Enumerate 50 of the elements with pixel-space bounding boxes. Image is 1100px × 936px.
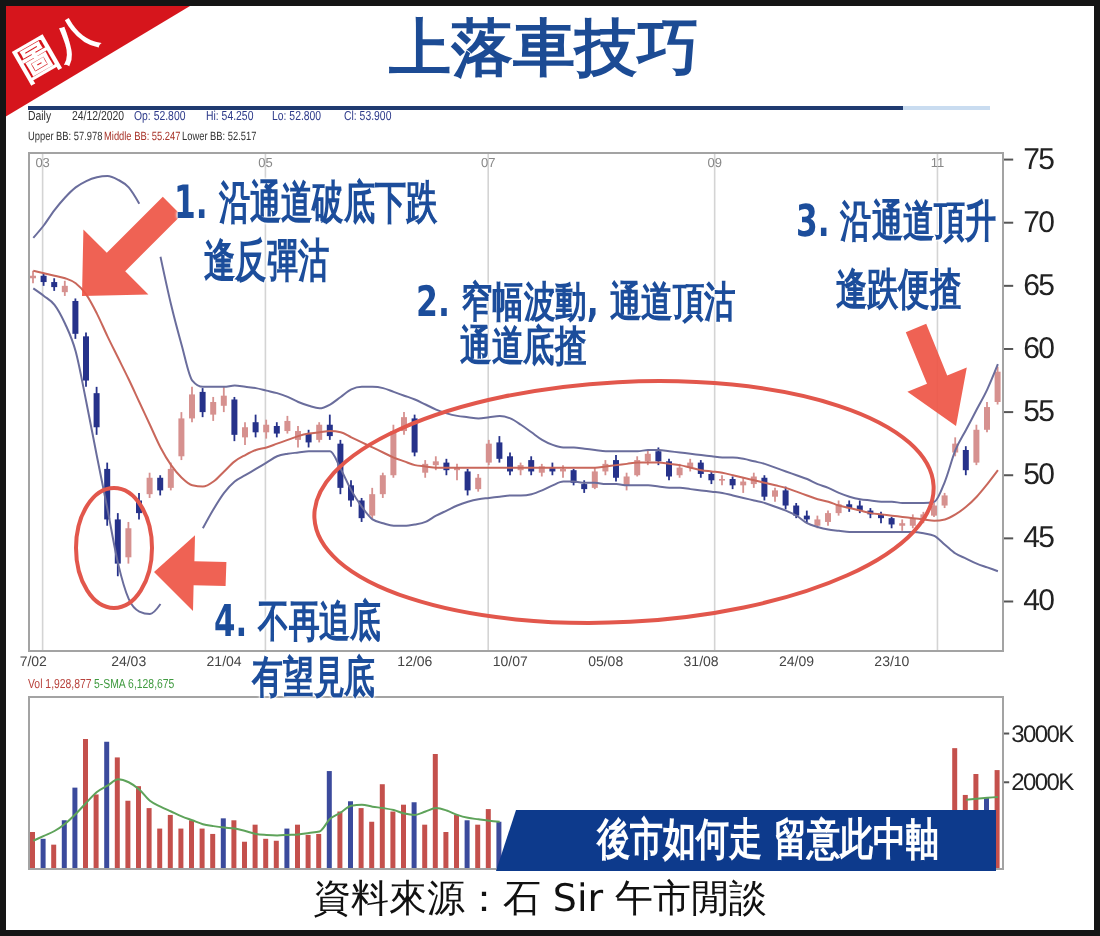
y-tick-label: 75	[1023, 142, 1055, 177]
candlestick	[994, 365, 1001, 406]
candlestick	[167, 461, 174, 492]
candlestick	[146, 471, 153, 499]
annotation: 通道底揸	[460, 321, 586, 370]
candlestick	[496, 435, 503, 464]
candlestick	[242, 421, 248, 446]
candlestick	[210, 396, 217, 422]
candlestick	[973, 423, 980, 467]
annotation: 逢跌便揸	[836, 265, 961, 316]
candlestick	[379, 471, 386, 499]
y-tick-label: 55	[1023, 395, 1055, 430]
candlestick	[464, 468, 471, 497]
candlestick	[189, 385, 195, 424]
candlestick	[613, 454, 619, 483]
y-tick-label: 65	[1023, 268, 1055, 303]
candlestick	[263, 418, 270, 440]
y-tick-label: 40	[1023, 584, 1055, 619]
chart-title: 上落車技巧	[389, 13, 699, 85]
source-note: 資料來源：石 Sir 午市閒談	[312, 877, 768, 921]
y-tick-label: 50	[1023, 458, 1055, 493]
y-tick-label: 2000K	[1011, 768, 1075, 797]
annotation: 逢反彈沽	[204, 235, 330, 288]
candlestick	[72, 297, 79, 340]
annotation: 有望見底	[252, 653, 376, 704]
y-tick-label: 60	[1023, 331, 1055, 366]
y-tick-label: 70	[1023, 205, 1055, 240]
candlestick	[411, 413, 418, 458]
candlestick	[899, 518, 906, 532]
candlestick	[231, 396, 238, 443]
y-tick-label: 45	[1023, 521, 1055, 556]
candlestick	[157, 474, 164, 497]
annotation: 4. 不再追底	[214, 597, 382, 648]
candlestick	[369, 486, 376, 520]
annotation: 後市如何走 留意此中軸	[597, 816, 939, 866]
candlestick	[984, 401, 990, 434]
candlestick	[962, 445, 969, 477]
annotation: 2. 窄幅波動, 通道頂沽	[416, 277, 736, 326]
candlestick	[199, 387, 206, 419]
candlestick	[220, 385, 227, 413]
annotation: 3. 沿通道頂升	[796, 197, 997, 248]
candlestick	[252, 413, 259, 439]
text: 圖八	[7, 7, 104, 91]
candlestick	[125, 521, 132, 565]
candlestick	[83, 331, 89, 388]
annotation: 1. 沿通道破底下跌	[174, 177, 438, 230]
candlestick	[178, 411, 185, 461]
candlestick	[93, 385, 100, 436]
candlestick	[485, 438, 492, 467]
y-tick-label: 3000K	[1011, 719, 1075, 748]
